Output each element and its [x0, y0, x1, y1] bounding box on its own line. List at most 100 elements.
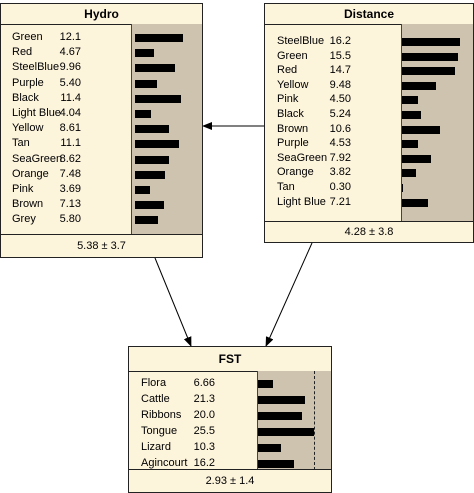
state-belief-value: 5.40 [59, 76, 81, 89]
state-belief-bar [258, 380, 273, 388]
state-belief-bar [135, 49, 154, 58]
state-belief-value: 8.61 [59, 122, 81, 135]
state-belief-bar [135, 140, 180, 149]
state-belief-value: 7.92 [329, 151, 351, 164]
state-label: Tan [12, 137, 30, 150]
state-belief-value: 20.0 [193, 409, 215, 421]
state-belief-bar [135, 110, 152, 118]
state-belief-value: 15.5 [329, 49, 351, 62]
state-belief-bar [135, 216, 159, 225]
state-belief-value: 16.2 [193, 457, 215, 469]
state-label: SeaGreen [277, 151, 328, 164]
state-label: Light Blue [12, 107, 61, 119]
node-distance[interactable]: Distance SteelBlue 16.2 Green 15.5 Red 14.7 Ye… [264, 3, 474, 243]
state-belief-value: 7.48 [59, 167, 81, 180]
reference-line [314, 371, 315, 470]
state-label: Brown [12, 198, 44, 211]
state-belief-value: 10.6 [329, 122, 351, 135]
state-belief-bar [135, 125, 170, 134]
state-belief-value: 16.2 [329, 35, 351, 47]
state-label: Orange [277, 166, 314, 179]
state-belief-bar [258, 444, 281, 452]
state-belief-value: 11.4 [60, 91, 81, 104]
state-belief-value: 14.7 [329, 64, 351, 77]
state-label: Orange [12, 167, 49, 180]
state-label: Black [277, 108, 304, 120]
node-fst[interactable]: FST Flora 6.66 Cattle 21.3 Ribbons 20.0 Tongue… [128, 346, 332, 493]
state-belief-value: 8.62 [59, 152, 81, 165]
state-belief-bar [402, 184, 404, 192]
state-label: Ribbons [141, 409, 182, 421]
state-belief-value: 21.3 [193, 393, 215, 405]
state-belief-bar [402, 52, 458, 61]
state-label: SeaGreen [12, 152, 63, 165]
node-title: Distance [265, 4, 473, 25]
state-label: Red [277, 64, 298, 77]
state-label: Yellow [12, 122, 44, 135]
state-belief-bar [135, 34, 184, 42]
state-belief-bar [258, 412, 302, 420]
state-belief-bar [402, 38, 461, 46]
state-label: SteelBlue [277, 35, 325, 47]
state-belief-value: 3.82 [329, 166, 351, 179]
state-belief-value: 4.53 [329, 137, 351, 150]
state-belief-value: 3.69 [59, 183, 81, 195]
state-belief-bar [402, 111, 421, 119]
state-belief-value: 4.67 [59, 46, 81, 59]
state-label: Lizard [141, 441, 171, 453]
state-belief-value: 10.3 [193, 441, 215, 453]
state-belief-value: 0.30 [329, 181, 351, 193]
state-label: Red [12, 46, 33, 59]
edge-distance-to-fst [265, 242, 313, 347]
state-belief-value: 25.5 [193, 425, 215, 437]
state-belief-value: 9.48 [329, 78, 351, 91]
state-label: Black [12, 91, 39, 104]
state-belief-bar [402, 96, 419, 105]
node-hydro[interactable]: Hydro Green 12.1 Red 4.67 SteelBlue 9.96 Purpl… [0, 3, 203, 258]
state-label: Agincourt [141, 457, 188, 469]
state-label: Green [277, 49, 308, 62]
node-title: Hydro [1, 4, 202, 25]
state-belief-value: 7.21 [329, 195, 351, 208]
state-label: Tan [277, 181, 295, 193]
state-label: Cattle [141, 393, 170, 405]
state-label: Yellow [277, 78, 309, 91]
state-label: Pink [277, 93, 299, 106]
state-belief-bar [402, 81, 437, 90]
state-label: Pink [12, 183, 34, 195]
state-belief-value: 4.04 [59, 107, 81, 119]
state-belief-bar [135, 201, 164, 210]
node-mean-sd: 2.93 ± 1.4 [129, 469, 331, 492]
state-belief-bar [135, 170, 165, 179]
state-belief-bar [402, 140, 419, 149]
state-belief-value: 4.50 [329, 93, 351, 106]
state-belief-bar [135, 64, 175, 73]
state-belief-value: 5.24 [329, 108, 351, 120]
node-mean-sd: 5.38 ± 3.7 [1, 234, 202, 257]
node-mean-sd: 4.28 ± 3.8 [265, 221, 473, 242]
state-belief-bar [258, 396, 305, 404]
state-belief-value: 6.66 [193, 377, 215, 389]
state-belief-bar [135, 94, 181, 103]
state-belief-bar [402, 67, 455, 76]
state-label: Purple [12, 76, 44, 89]
state-belief-bar [402, 169, 416, 178]
state-label: Grey [12, 213, 36, 226]
state-belief-bar [402, 198, 428, 207]
state-belief-value: 5.80 [59, 213, 81, 226]
state-label: Green [12, 31, 43, 43]
state-belief-value: 12.1 [59, 31, 81, 43]
state-belief-bar [135, 186, 150, 194]
state-label: Light Blue [277, 195, 326, 208]
state-belief-bar [135, 79, 157, 88]
state-belief-bar [258, 460, 294, 468]
state-label: Purple [277, 137, 309, 150]
state-belief-bar [402, 125, 441, 134]
state-belief-bar [258, 428, 315, 436]
state-label: Brown [277, 122, 309, 135]
edge-hydro-to-fst [154, 257, 192, 347]
state-belief-value: 11.1 [60, 137, 81, 150]
state-belief-value: 9.96 [59, 61, 81, 74]
state-label: SteelBlue [12, 61, 60, 74]
